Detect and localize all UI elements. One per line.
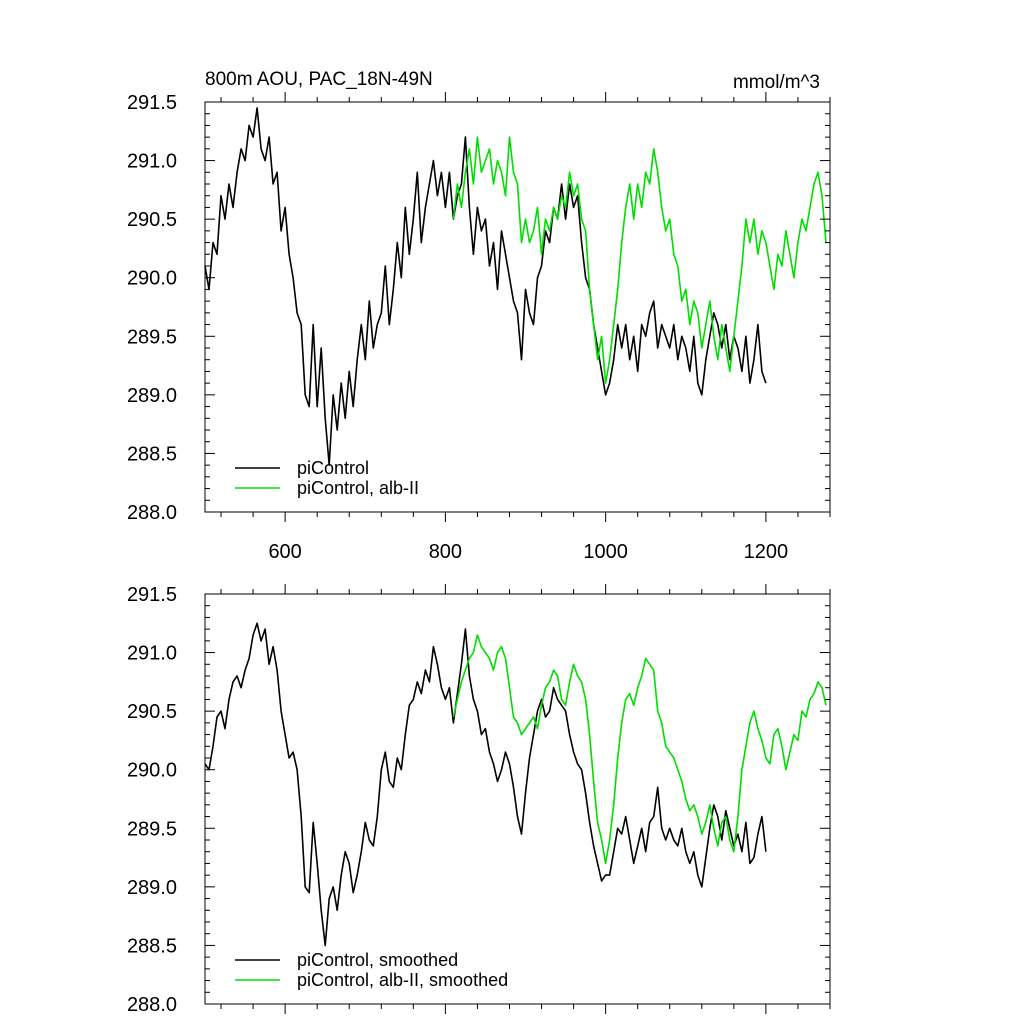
series-line-2 bbox=[452, 634, 827, 865]
plot-frame bbox=[204, 101, 831, 513]
y-tick-label: 288.5 bbox=[127, 443, 177, 465]
series-line-1 bbox=[204, 622, 767, 947]
x-tick-label: 1000 bbox=[583, 541, 628, 563]
y-tick-label: 291.5 bbox=[127, 584, 177, 606]
y-tick-label: 291.0 bbox=[127, 151, 177, 173]
plot-frame bbox=[204, 593, 831, 1005]
bottom-panel: 288.0 288.5 289.0 289.5 290.0 290.5 291.0 291.5… bbox=[127, 584, 831, 1016]
chart-title: 800m AOU, PAC_18N-49N bbox=[205, 69, 433, 90]
x-tick-label: 1200 bbox=[744, 541, 789, 563]
x-tick-label: 600 bbox=[268, 541, 301, 563]
y-tick-label: 290.0 bbox=[127, 268, 177, 290]
y-tick-label: 288.5 bbox=[127, 935, 177, 957]
series-line-1 bbox=[204, 107, 767, 466]
series-line-2 bbox=[452, 136, 827, 384]
x-tick-label: 800 bbox=[429, 541, 462, 563]
top-panel: 800m AOU, PAC_18N-49N mmol/m^3 288.0 288.… bbox=[127, 69, 831, 563]
y-tick-label: 289.5 bbox=[127, 818, 177, 840]
legend-label-1: piControl bbox=[297, 458, 369, 478]
y-tick-label: 291.0 bbox=[127, 643, 177, 665]
y-tick-label: 289.0 bbox=[127, 877, 177, 899]
y-tick-label: 290.5 bbox=[127, 701, 177, 723]
y-tick-label: 288.0 bbox=[127, 502, 177, 524]
y-tick-label: 288.0 bbox=[127, 994, 177, 1016]
units-label: mmol/m^3 bbox=[733, 72, 820, 93]
y-tick-label: 291.5 bbox=[127, 92, 177, 114]
y-tick-label: 289.0 bbox=[127, 385, 177, 407]
y-tick-label: 290.5 bbox=[127, 209, 177, 231]
legend-label-2: piControl, alb-II bbox=[297, 478, 419, 498]
legend-label-2: piControl, alb-II, smoothed bbox=[297, 970, 508, 990]
y-tick-label: 290.0 bbox=[127, 760, 177, 782]
y-tick-label: 289.5 bbox=[127, 326, 177, 348]
legend-label-1: piControl, smoothed bbox=[297, 950, 458, 970]
